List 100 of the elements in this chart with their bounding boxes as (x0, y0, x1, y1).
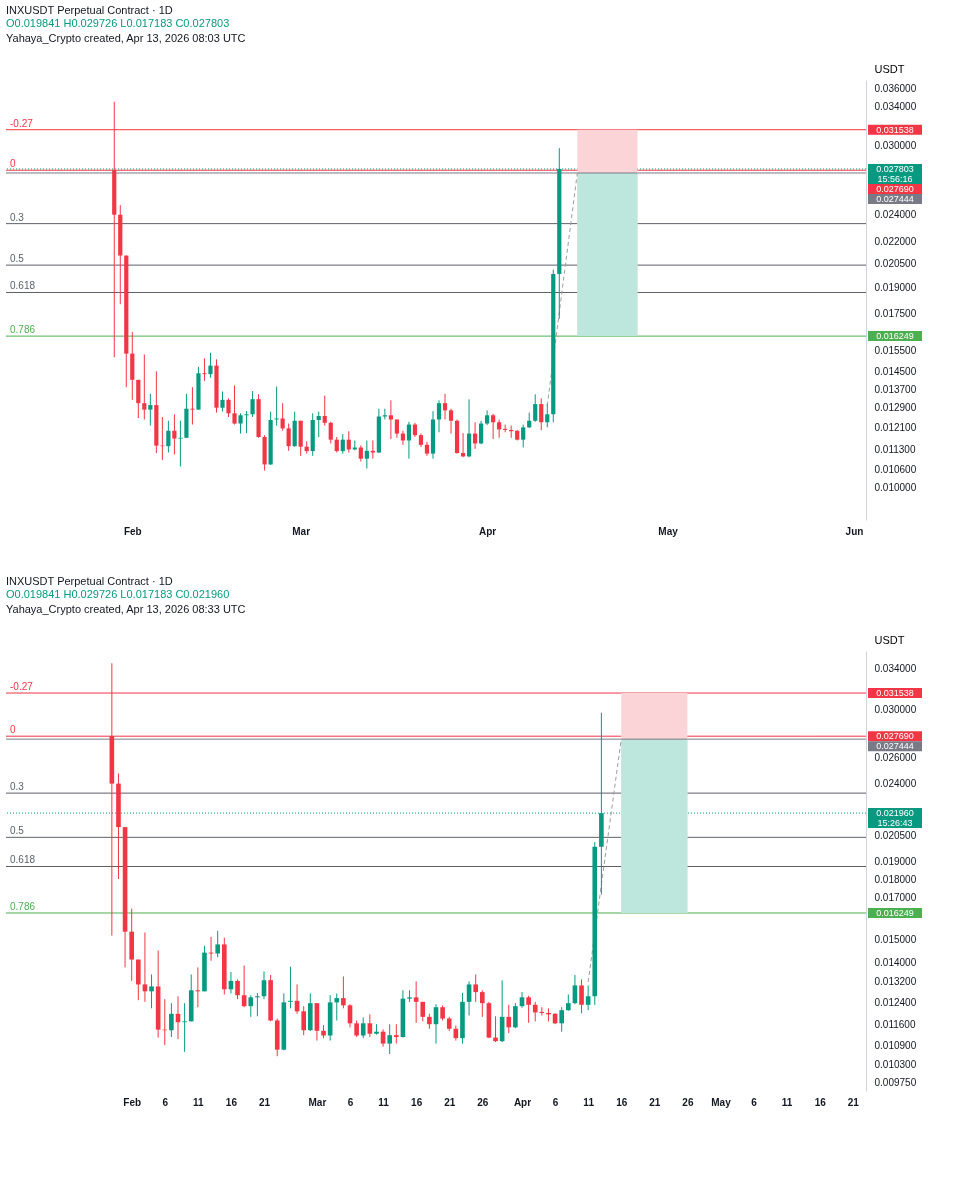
candlestick (382, 408, 387, 420)
candlestick (190, 386, 195, 426)
candlestick (226, 397, 231, 418)
candlestick (513, 1002, 518, 1029)
y-tick-label: 0.012900 (874, 402, 917, 414)
candlestick (166, 420, 171, 453)
ref-line-label: 0.031538 (876, 688, 914, 699)
annotation: 0 (10, 158, 16, 170)
candlestick (232, 384, 237, 426)
candlestick (479, 420, 484, 445)
candlestick (136, 379, 141, 419)
x-tick-label: 16 (814, 1096, 827, 1108)
x-tick-label: May (711, 1096, 732, 1108)
annotation: 0.5 (10, 825, 25, 837)
candlestick (149, 973, 154, 1009)
text: 15:26:43 (877, 818, 913, 829)
y-tick-label: 0.014000 (874, 956, 917, 968)
chart-title: INXUSDT Perpetual Contract · 1D (6, 575, 173, 587)
x-tick-label: Mar (292, 525, 311, 537)
y-tick-label: 0.017500 (874, 307, 917, 319)
candlestick (172, 413, 177, 455)
y-tick-label: 0.010900 (874, 1039, 917, 1051)
candlestick (182, 1002, 187, 1053)
y-tick-label: 0.012100 (874, 422, 917, 434)
candlestick (466, 398, 472, 458)
x-tick-label: 26 (682, 1096, 694, 1108)
text: Yahaya_Crypto created, Apr 13, 2026 08:03 UTC (6, 32, 246, 44)
candlestick (526, 995, 531, 1024)
x-tick-label: 21 (258, 1096, 271, 1108)
candlestick (360, 1016, 366, 1039)
candlestick (442, 393, 448, 420)
candlestick (521, 424, 526, 449)
ref-line-label: 0.027690 (876, 183, 914, 194)
text: 15:56:16 (877, 173, 913, 184)
candlestick (539, 397, 544, 431)
candlestick (328, 421, 333, 444)
y-tick-label: 0.030000 (874, 139, 917, 151)
ref-line-label: 0.016249 (876, 907, 914, 918)
candlestick (286, 423, 291, 452)
candlestick (579, 978, 584, 1014)
candlestick (388, 399, 393, 440)
y-tick-label: 0.019000 (874, 855, 917, 867)
candlestick (393, 1023, 399, 1045)
candlestick (406, 421, 412, 460)
x-tick-label: 6 (162, 1096, 169, 1108)
x-tick-label: 21 (649, 1096, 661, 1108)
x-tick-label: 6 (552, 1096, 559, 1108)
y-tick-label: 0.034000 (874, 100, 917, 112)
y-axis-title: USDT (874, 633, 905, 646)
annotation: 0.786 (10, 900, 36, 912)
y-tick-label: 0.015500 (874, 345, 917, 357)
candlestick (274, 386, 279, 427)
candlestick (341, 975, 346, 1009)
y-tick-label: 0.024000 (874, 778, 917, 790)
y-tick-label: 0.026000 (874, 751, 917, 763)
candlestick (178, 420, 183, 467)
x-tick-label: 26 (477, 1096, 489, 1108)
candlestick (208, 352, 213, 379)
x-tick-label: Feb (123, 1096, 142, 1108)
y-tick-label: 0.036000 (874, 83, 917, 95)
candlestick (202, 358, 207, 382)
x-tick-label: 11 (193, 1096, 205, 1108)
y-tick-label: 0.011300 (874, 443, 916, 455)
y-axis-title: USDT (874, 62, 905, 75)
x-tick-label: Apr (479, 525, 497, 537)
candlestick (215, 930, 221, 958)
y-tick-label: 0.020500 (874, 258, 917, 270)
annotation: -0.27 (10, 117, 34, 129)
candlestick (340, 433, 345, 455)
candlestick (255, 992, 260, 1017)
candlestick (374, 1023, 379, 1036)
annotation: -0.27 (10, 681, 34, 693)
candlestick (208, 936, 214, 962)
y-tick-label: 0.018000 (874, 873, 917, 885)
candlestick (533, 393, 538, 423)
y-tick-label: 0.012400 (874, 997, 917, 1009)
x-tick-label: 16 (411, 1096, 423, 1108)
annotation: 0.3 (10, 781, 25, 793)
chart-title: INXUSDT Perpetual Contract · 1D (6, 4, 173, 16)
candlestick (532, 1001, 538, 1022)
annotation: 0.618 (10, 854, 36, 866)
candlestick (244, 410, 249, 434)
x-tick-label: Apr (513, 1096, 532, 1108)
candlestick (413, 980, 419, 1024)
y-tick-label: 0.030000 (874, 704, 917, 716)
y-tick-label: 0.010600 (874, 463, 917, 475)
y-tick-label: 0.013700 (874, 383, 917, 395)
candlestick (288, 966, 293, 1009)
candlestick (387, 1023, 393, 1055)
y-tick-label: 0.034000 (874, 662, 917, 674)
ref-line-label: 0.031538 (876, 124, 914, 135)
ref-line-label: 0.027803 (876, 163, 914, 174)
annotation: 0.786 (10, 324, 36, 336)
annotation: 0.3 (10, 211, 25, 223)
annotation: 0 (10, 724, 16, 736)
text: Yahaya_Crypto created, Apr 13, 2026 08:33 UTC (6, 603, 246, 615)
ref-line-label: 0.027444 (876, 193, 914, 204)
candlestick (220, 391, 225, 413)
candlestick (436, 399, 442, 433)
candlestick (364, 439, 369, 469)
